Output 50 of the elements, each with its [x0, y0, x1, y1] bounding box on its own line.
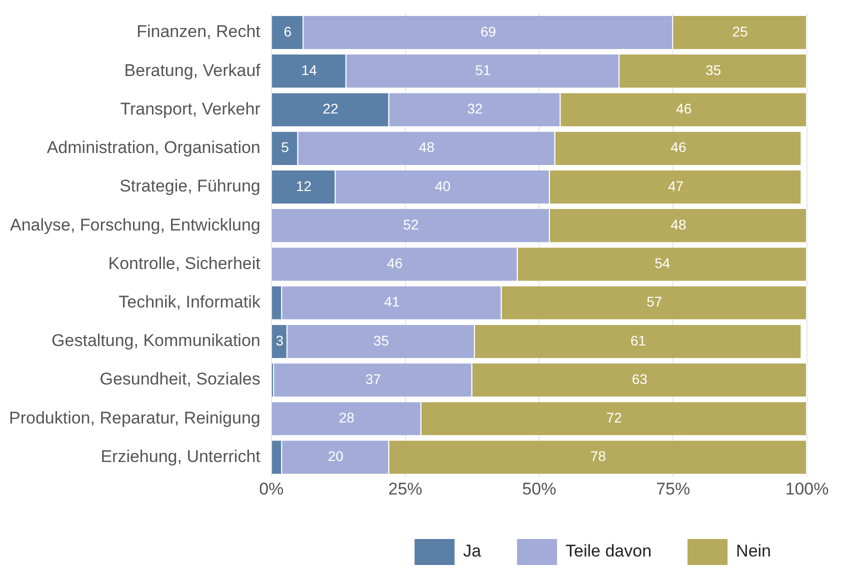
data-label: 48 [670, 216, 686, 232]
data-label: 3 [276, 332, 284, 348]
data-label: 52 [403, 216, 419, 232]
y-tick-label: Beratung, Verkauf [124, 60, 261, 80]
y-tick-label: Transport, Verkehr [120, 99, 261, 118]
y-tick-label: Analyse, Forschung, Entwicklung [10, 215, 260, 234]
data-label: 35 [373, 332, 390, 348]
y-tick-label: Technik, Informatik [118, 292, 261, 312]
y-tick-label: Gestaltung, Kommunikation [52, 331, 260, 350]
legend-label: Nein [736, 542, 772, 561]
data-label: 46 [670, 139, 686, 156]
data-label: 46 [676, 100, 692, 117]
x-tick-label: 0% [259, 479, 284, 498]
data-label: 22 [322, 100, 339, 117]
y-tick-label: Finanzen, Recht [136, 22, 261, 42]
y-tick-label: Kontrolle, Sicherheit [108, 254, 261, 273]
y-tick-label: Strategie, Führung [120, 176, 260, 196]
data-label: 41 [384, 294, 400, 310]
x-tick-label: 25% [388, 479, 422, 498]
data-label: 78 [590, 448, 606, 464]
data-label: 63 [632, 370, 648, 387]
x-tick-label: 75% [656, 479, 690, 498]
data-label: 48 [418, 139, 435, 156]
data-label: 72 [606, 410, 622, 426]
data-label: 25 [732, 23, 748, 40]
y-tick-label: Gesundheit, Soziales [100, 370, 260, 389]
data-label: 28 [338, 410, 355, 426]
legend-label: Teile davon [566, 542, 652, 561]
y-tick-label: Produktion, Reparatur, Reinigung [8, 408, 260, 428]
data-label: 61 [630, 332, 646, 348]
x-tick-label: 50% [522, 479, 556, 498]
data-label: 12 [296, 178, 312, 194]
y-tick-label: Erziehung, Unterricht [100, 446, 261, 466]
data-label: 32 [467, 100, 483, 117]
data-label: 51 [475, 62, 491, 78]
data-label: 37 [365, 370, 382, 387]
data-label: 5 [281, 139, 290, 156]
data-label: 46 [387, 255, 403, 272]
data-label: 14 [301, 62, 318, 78]
x-tick-label: 100% [785, 479, 829, 498]
data-label: 57 [646, 294, 662, 310]
data-label: 47 [668, 178, 684, 194]
data-label: 54 [654, 255, 670, 272]
legend-label: Ja [463, 542, 482, 561]
data-label: 20 [328, 448, 344, 464]
data-label: 6 [284, 23, 292, 40]
y-tick-label: Administration, Organisation [46, 138, 260, 158]
data-label: 35 [705, 62, 722, 78]
data-label: 69 [480, 23, 496, 40]
data-label: 40 [434, 178, 451, 194]
